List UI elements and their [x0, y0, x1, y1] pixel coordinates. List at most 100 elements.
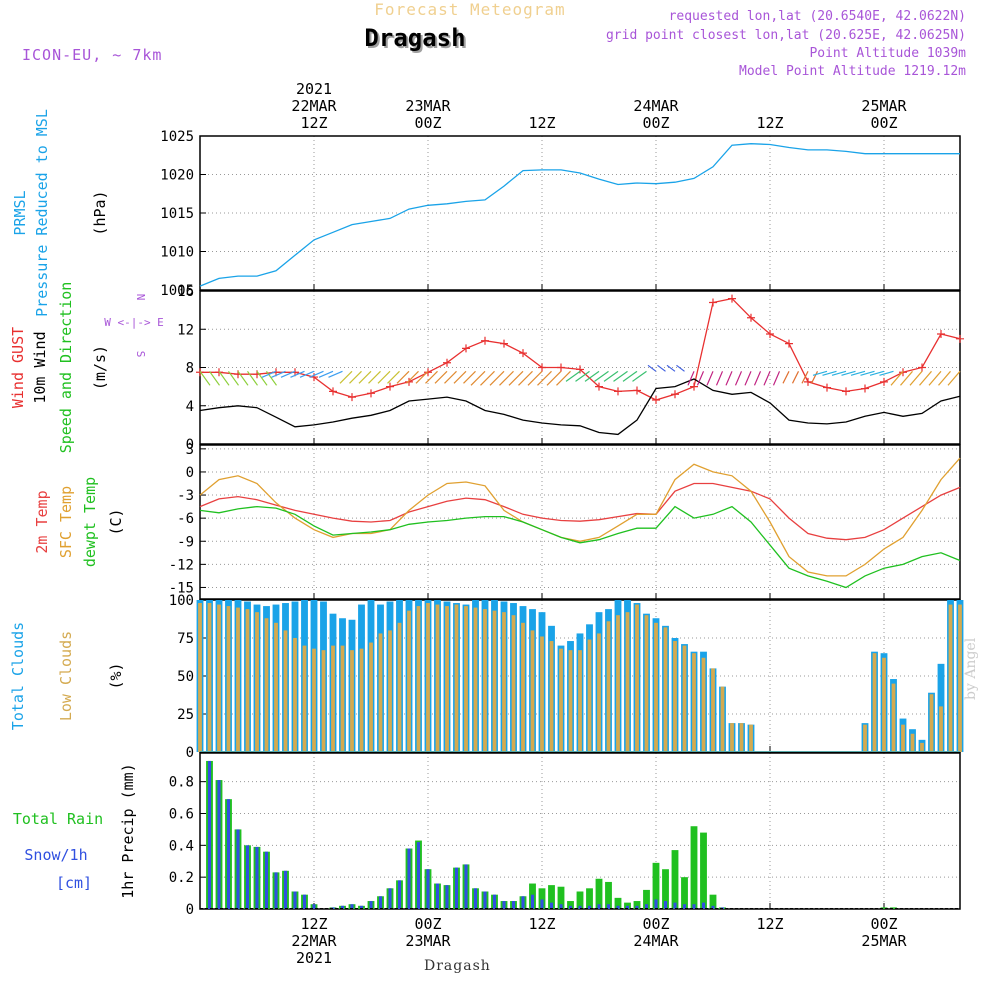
y-tick-label: 0: [186, 465, 194, 481]
bar: [872, 653, 877, 752]
y-tick-label: 12: [177, 322, 194, 338]
bar: [502, 901, 506, 909]
bar: [207, 603, 212, 752]
bar: [910, 733, 915, 752]
bar: [587, 639, 592, 752]
data-point: [500, 339, 508, 348]
data-point: [861, 384, 869, 393]
wind-arrow: [199, 370, 211, 386]
panel-label: [cm]: [56, 874, 92, 892]
bar: [426, 603, 430, 752]
data-point: [633, 386, 641, 395]
panel-label: PRMSL: [11, 190, 29, 235]
bar: [454, 867, 459, 909]
wind-arrow: [527, 370, 543, 386]
bar: [673, 902, 677, 909]
bar: [255, 846, 259, 909]
data-point: [785, 339, 793, 348]
bar: [226, 799, 231, 909]
wind-arrow: [900, 370, 913, 386]
bar: [890, 907, 897, 909]
data-point: [671, 390, 679, 399]
bar: [388, 888, 392, 909]
bar: [692, 904, 696, 909]
bar: [597, 904, 601, 909]
bar: [255, 612, 259, 752]
data-point: [462, 344, 470, 353]
data-point: [937, 330, 945, 339]
footer-label: Dragash: [424, 958, 491, 974]
panel-label: (C): [107, 508, 125, 535]
bar: [692, 653, 696, 752]
wind-arrow: [632, 370, 647, 382]
time-label: 2021: [296, 80, 332, 98]
bar: [614, 897, 622, 909]
panel-label: (m/s): [91, 345, 109, 390]
bar: [388, 630, 392, 752]
bar: [369, 642, 373, 752]
bar: [663, 901, 668, 909]
panel-label: 10m Wind: [31, 331, 49, 403]
bar: [521, 622, 525, 752]
bar: [397, 622, 402, 752]
y-tick-label: 0.4: [169, 838, 194, 854]
panel-label: (hPa): [91, 190, 109, 235]
bar: [700, 832, 707, 909]
y-tick-label: 1025: [160, 129, 194, 145]
bar: [929, 694, 934, 752]
wind-arrow: [280, 370, 296, 378]
y-tick-label: 1010: [160, 245, 194, 261]
wind-arrow: [339, 370, 353, 384]
time-label: 12Z: [300, 915, 327, 933]
bar: [567, 901, 574, 909]
data-point: [557, 363, 565, 372]
wind-arrow: [772, 371, 781, 386]
bar: [340, 645, 345, 752]
time-label: 00Z: [642, 915, 669, 933]
bar: [633, 901, 641, 909]
data-point: [804, 377, 812, 386]
wind-arrow: [575, 370, 590, 382]
wind-arrow: [453, 370, 467, 384]
bar: [445, 606, 449, 752]
y-tick-label: 0: [186, 745, 194, 761]
bar: [264, 851, 269, 909]
bar: [701, 902, 706, 909]
panel-frame: [199, 290, 961, 445]
wind-arrow: [919, 370, 932, 386]
data-point: [405, 377, 413, 386]
bar: [586, 888, 593, 909]
bar: [739, 723, 744, 752]
wind-arrow: [218, 370, 230, 386]
bar: [625, 612, 630, 752]
data-point: [728, 294, 736, 303]
wind-arrow: [470, 370, 486, 386]
wind-arrow: [744, 371, 752, 386]
bar: [644, 615, 649, 752]
bar: [891, 683, 896, 752]
wind-arrow: [909, 370, 923, 386]
bar: [730, 723, 734, 752]
bar: [331, 645, 335, 752]
bar: [595, 878, 603, 909]
bar: [245, 845, 250, 909]
bar: [549, 641, 554, 752]
bar: [283, 630, 288, 752]
bar: [473, 607, 478, 752]
wind-arrow: [831, 370, 847, 376]
bar: [283, 870, 288, 909]
time-label: 00Z: [642, 114, 669, 132]
wind-arrow: [425, 370, 438, 384]
series-line: [200, 297, 961, 401]
y-tick-label: 0.2: [169, 870, 194, 886]
data-point: [481, 336, 489, 345]
bar: [454, 604, 459, 752]
time-label: 12Z: [300, 114, 327, 132]
wind-arrow: [209, 370, 220, 386]
wind-arrow: [622, 370, 638, 382]
y-tick-label: 0: [186, 902, 194, 918]
bar: [597, 633, 601, 752]
